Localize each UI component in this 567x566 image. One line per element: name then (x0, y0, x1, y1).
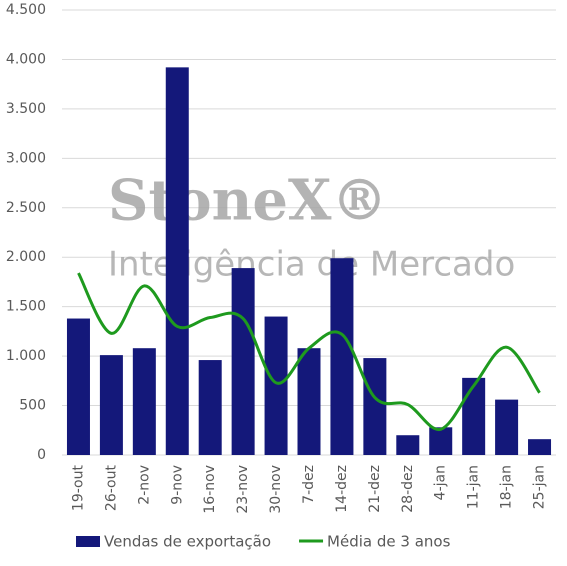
x-tick-label: 16-nov (202, 465, 218, 514)
y-tick-label: 3.000 (6, 150, 46, 166)
x-tick-label: 14-dez (334, 465, 350, 513)
bar (297, 348, 321, 455)
x-tick-label: 18-jan (499, 465, 515, 509)
x-tick-label: 28-dez (400, 465, 416, 513)
y-tick-label: 1.500 (6, 299, 46, 315)
y-tick-label: 4.500 (6, 2, 46, 18)
legend-swatch (76, 536, 100, 547)
y-tick-label: 1.000 (6, 348, 46, 364)
line (77, 272, 541, 431)
watermark-logo: StoneX® (108, 168, 387, 234)
bar (264, 316, 288, 455)
y-tick-label: 0 (37, 447, 46, 463)
y-tick-label: 4.000 (6, 51, 46, 67)
bar (198, 360, 222, 455)
x-tick-label: 19-out (70, 464, 86, 511)
x-tick-label: 30-nov (268, 465, 284, 514)
bar (528, 439, 552, 455)
x-tick-label: 4-jan (433, 465, 449, 500)
x-tick-label: 11-jan (466, 465, 482, 509)
y-tick-label: 500 (19, 398, 46, 414)
bar (330, 258, 354, 455)
y-tick-label: 3.500 (6, 101, 46, 117)
x-tick-label: 25-jan (532, 465, 548, 509)
bar (429, 427, 453, 455)
y-tick-label: 2.500 (6, 200, 46, 216)
bar (231, 268, 255, 455)
x-tick-label: 7-dez (301, 465, 317, 504)
bar (462, 377, 486, 455)
legend-label: Média de 3 anos (327, 533, 451, 551)
x-tick-label: 23-nov (235, 465, 251, 514)
bar (66, 318, 90, 455)
bar (99, 355, 123, 455)
x-tick-label: 21-dez (367, 465, 383, 513)
x-tick-label: 26-out (103, 464, 119, 511)
legend-label: Vendas de exportação (104, 533, 271, 551)
bar (165, 67, 189, 455)
y-tick-label: 2.000 (6, 249, 46, 265)
x-tick-label: 2-nov (136, 465, 152, 505)
x-tick-label: 9-nov (169, 465, 185, 505)
bar (396, 435, 420, 455)
bar (363, 358, 387, 455)
bar (495, 399, 519, 455)
bar (132, 348, 156, 455)
